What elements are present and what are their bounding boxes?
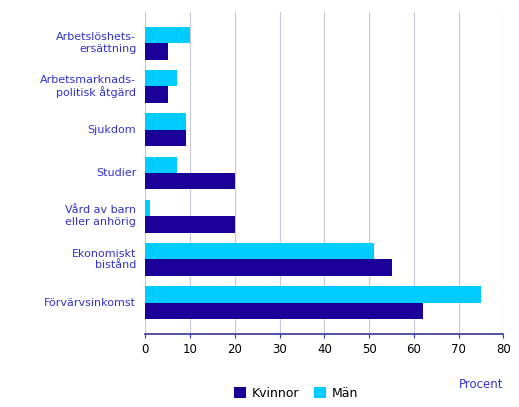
Bar [145, 87, 168, 103]
Bar [145, 173, 235, 189]
Bar [145, 157, 176, 173]
Bar [145, 200, 150, 216]
Text: Procent: Procent [459, 378, 503, 391]
Bar [145, 286, 481, 303]
Bar [145, 216, 235, 233]
Bar [145, 259, 391, 276]
Bar [145, 303, 423, 319]
Bar [145, 130, 186, 146]
Bar [145, 243, 374, 259]
Bar [145, 113, 186, 130]
Bar [145, 43, 168, 60]
Legend: Kvinnor, Män: Kvinnor, Män [229, 382, 363, 405]
Bar [145, 70, 176, 87]
Bar [145, 27, 190, 43]
